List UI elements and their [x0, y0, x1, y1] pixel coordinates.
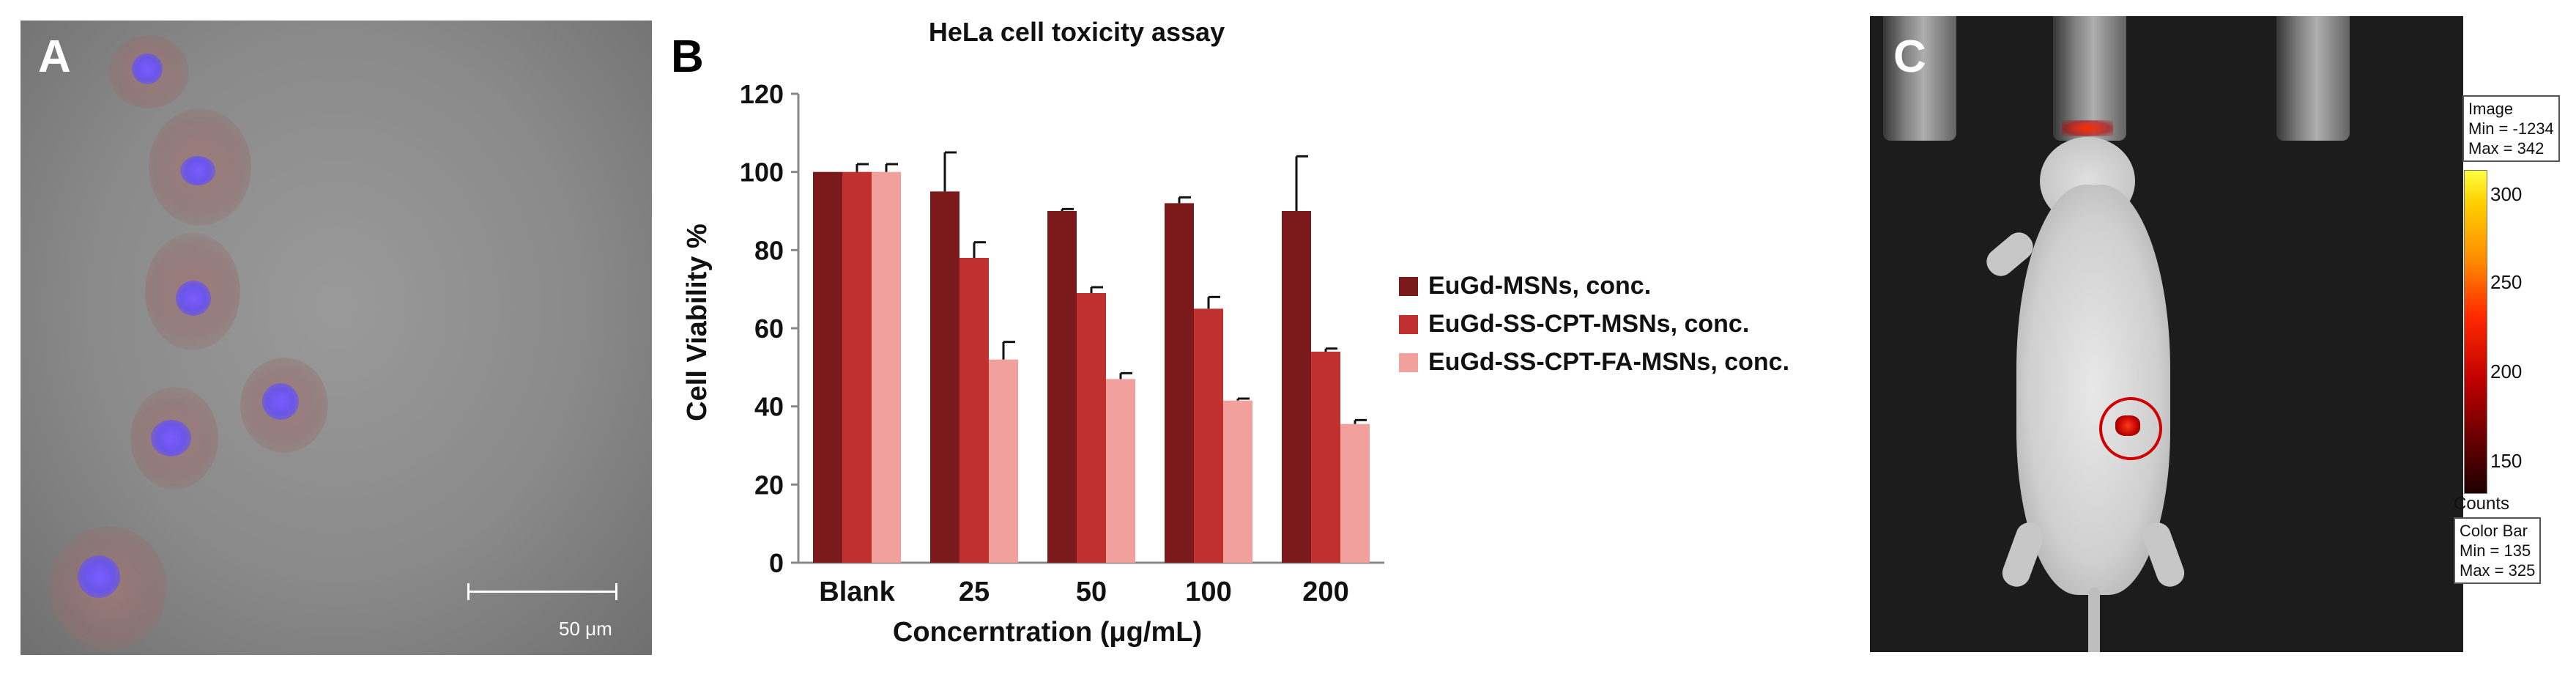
chart-title: HeLa cell toxicity assay	[929, 17, 1225, 47]
cell-nucleus	[132, 53, 163, 84]
plot-area: 0 20 40 60 80 100 120 Blank 25 50 100 200	[740, 79, 1384, 607]
panel-letter-b: B	[671, 32, 704, 82]
bar	[959, 258, 989, 563]
image-box-min: Min = -1234	[2468, 119, 2554, 138]
mouse-body	[2016, 185, 2170, 595]
bar	[1047, 211, 1077, 563]
legend-label: EuGd-SS-CPT-MSNs, conc.	[1428, 310, 1749, 338]
scale-bar-label: 50 μm	[559, 618, 612, 640]
image-box-max: Max = 342	[2468, 139, 2545, 158]
bar	[1282, 211, 1311, 563]
cell-nucleus	[176, 281, 211, 316]
cell-nucleus	[78, 555, 120, 598]
image-range-box: Image Min = -1234 Max = 342	[2462, 95, 2560, 162]
legend-swatch	[1399, 277, 1418, 296]
x-tick-label: 200	[1302, 577, 1348, 607]
y-tick-label: 0	[769, 548, 784, 578]
scale-bar	[467, 583, 617, 600]
head-fluorescence-signal	[2062, 120, 2113, 136]
bar	[1194, 308, 1223, 563]
panel-letter-c: C	[1893, 32, 1926, 82]
in-vivo-image-panel	[1870, 16, 2463, 652]
bar	[813, 171, 842, 563]
y-tick-label: 120	[740, 79, 784, 109]
colorbar-tick: 300	[2490, 183, 2523, 205]
color-bar-box-min: Min = 135	[2460, 541, 2531, 560]
legend-label: EuGd-SS-CPT-FA-MSNs, conc.	[1428, 348, 1789, 376]
x-tick-label: 100	[1185, 577, 1231, 607]
bar	[1340, 423, 1370, 563]
cell-nucleus	[262, 383, 299, 420]
y-tick-label: 40	[754, 392, 784, 422]
color-bar-range-box: Color Bar Min = 135 Max = 325	[2454, 517, 2542, 584]
legend-swatch	[1399, 353, 1418, 372]
panel-letter-a: A	[38, 32, 71, 82]
sample-tube	[2276, 16, 2350, 141]
bar	[989, 359, 1018, 563]
sample-tube	[1883, 16, 1956, 141]
cell-nucleus	[151, 420, 191, 456]
legend-label: EuGd-MSNs, conc.	[1428, 272, 1651, 300]
bar	[930, 191, 959, 563]
bar	[1077, 293, 1106, 563]
colorbar-tick: 250	[2490, 271, 2523, 293]
x-axis-label: Concerntration (μg/mL)	[893, 617, 1202, 648]
colorbar-tick: 150	[2490, 450, 2523, 472]
color-bar-box-title: Color Bar	[2460, 522, 2528, 540]
cell-nucleus	[180, 156, 215, 185]
microscopy-image-panel: 50 μm	[21, 21, 652, 655]
y-tick-label: 60	[754, 314, 784, 344]
y-tick-label: 80	[754, 235, 784, 265]
colorbar-tick: 200	[2490, 360, 2523, 382]
y-tick-label: 100	[740, 158, 784, 188]
legend: EuGd-MSNs, conc. EuGd-SS-CPT-MSNs, conc. E…	[1399, 272, 1789, 376]
bar-chart: HeLa cell toxicity assay Cell Viability …	[682, 17, 1789, 648]
bar	[1223, 400, 1252, 563]
color-bar-box-max: Max = 325	[2460, 561, 2536, 580]
image-box-title: Image	[2468, 100, 2514, 118]
bar	[872, 171, 901, 563]
chart-panel: B HeLa cell toxicity assay Cell Viabilit…	[652, 0, 1882, 677]
x-tick-label: Blank	[819, 577, 895, 607]
x-tick-label: 50	[1076, 577, 1107, 607]
y-axis-label: Cell Viability %	[682, 223, 713, 421]
bar	[1311, 352, 1340, 563]
legend-swatch	[1399, 315, 1418, 334]
bar	[1106, 379, 1135, 563]
tumor-fluorescence-signal	[2115, 415, 2140, 436]
bar	[1165, 203, 1194, 563]
sample-tube	[2053, 16, 2126, 141]
y-tick-label: 20	[754, 470, 784, 500]
mouse-tail	[2088, 588, 2100, 652]
bar	[842, 171, 872, 563]
x-tick-label: 25	[959, 577, 990, 607]
tumor-roi-circle	[2099, 397, 2162, 460]
colorbar-units-label: Counts	[2454, 494, 2510, 514]
colorbar	[2464, 170, 2487, 494]
